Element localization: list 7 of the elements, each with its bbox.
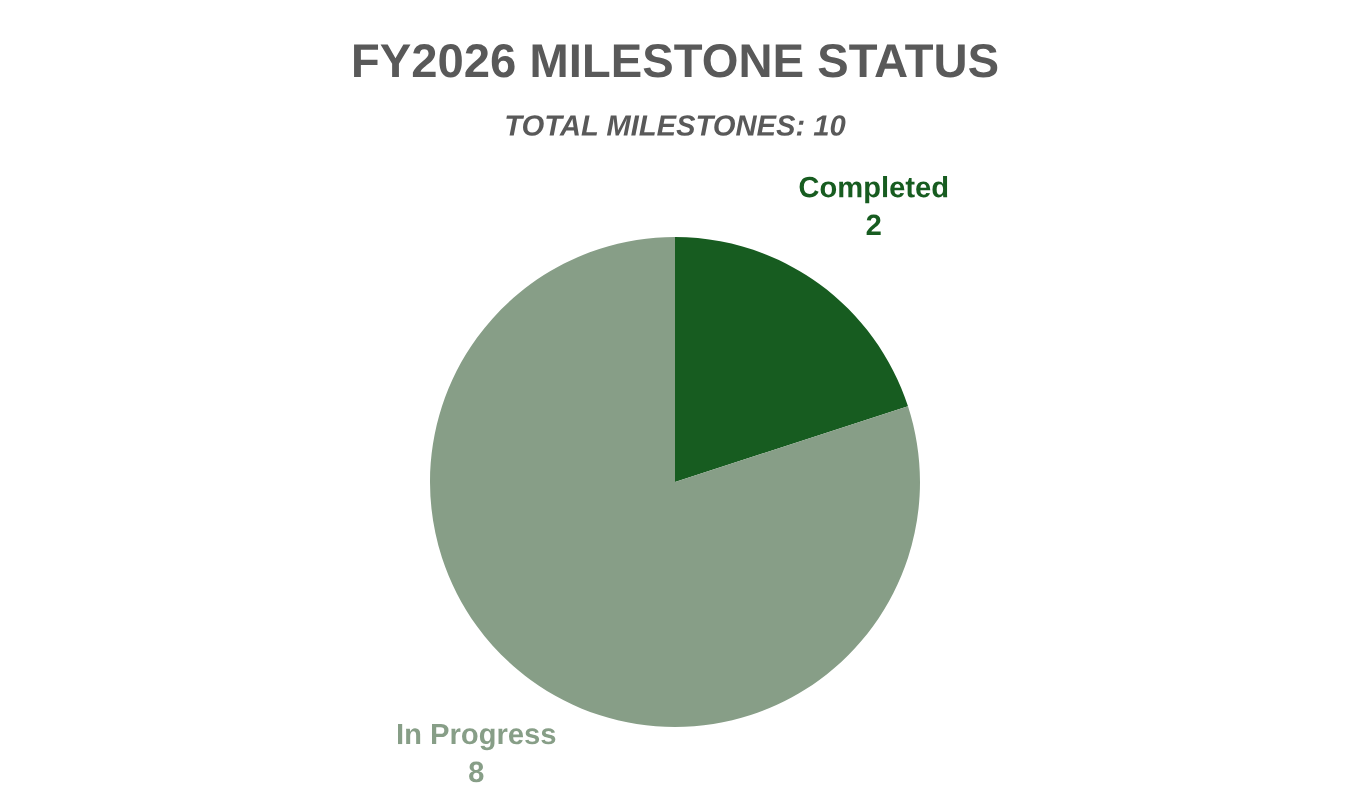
chart-subtitle: TOTAL MILESTONES: 10 xyxy=(506,115,846,136)
data-label: 2 xyxy=(866,214,881,235)
slice-label: Completed xyxy=(799,176,948,204)
data-label: 8 xyxy=(469,761,484,783)
chart-title: FY2026 MILESTONE STATUS xyxy=(354,44,998,78)
pie-slice xyxy=(675,237,909,482)
slice-label: In Progress xyxy=(397,724,556,751)
